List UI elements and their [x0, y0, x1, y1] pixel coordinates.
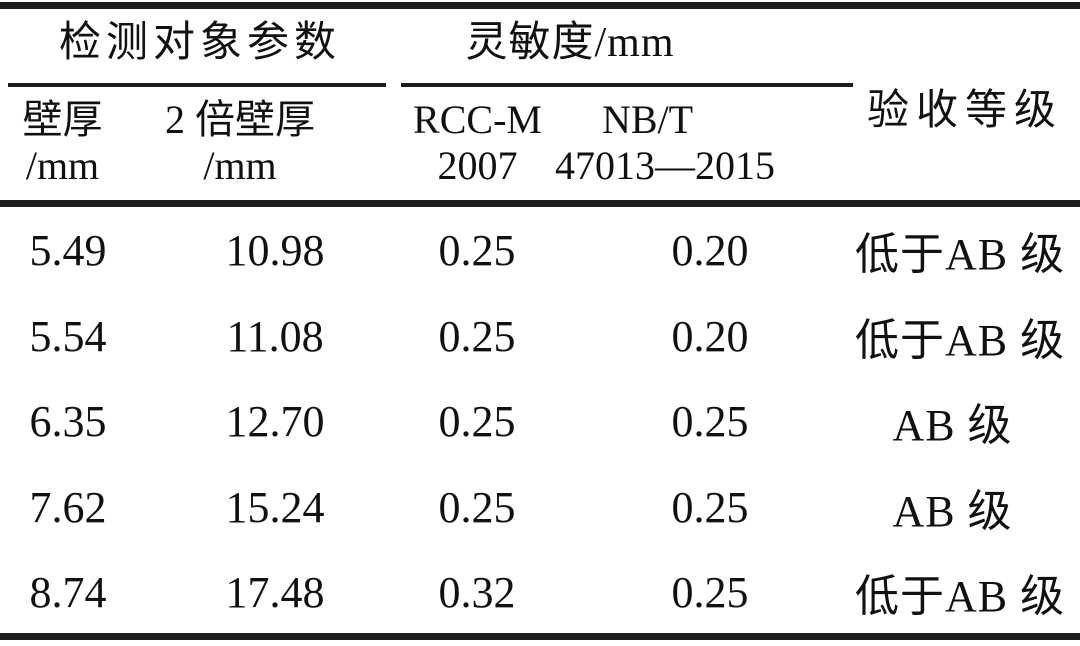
cell-rccm-sensitivity: 0.32: [438, 567, 516, 617]
cell-acceptance-grade: AB 级: [892, 487, 1013, 536]
nbt-standard-name: NB/T: [601, 97, 694, 142]
table-row: 5.54 11.08 0.25 0.20 低于AB 级: [0, 293, 1080, 379]
rccm-standard-year: 2007: [437, 143, 518, 188]
table-row: 8.74 17.48 0.32 0.25 低于AB 级: [0, 549, 1080, 635]
column-header-acceptance-grade: 验收等级: [866, 88, 1063, 134]
cell-rccm-sensitivity: 0.25: [438, 225, 516, 275]
params-group-underline: [8, 83, 386, 87]
group-header-detection-params: 检测对象参数: [58, 20, 341, 66]
double-wall-thickness-label: 2 倍壁厚: [165, 97, 315, 142]
column-header-nbt-47013: NB/T 47013—2015: [555, 97, 775, 189]
sensitivity-group-underline: [401, 83, 853, 87]
table-top-rule: [0, 2, 1080, 9]
rccm-standard-name: RCC-M: [413, 97, 542, 142]
header-body-separator-rule: [0, 200, 1080, 207]
cell-nbt-sensitivity: 0.25: [671, 567, 749, 617]
group-header-sensitivity: 灵敏度/mm: [465, 20, 675, 66]
cell-wall-thickness: 5.49: [29, 225, 107, 275]
cell-acceptance-grade: 低于AB 级: [855, 572, 1066, 621]
cell-acceptance-grade: AB 级: [892, 401, 1013, 450]
cell-nbt-sensitivity: 0.20: [671, 311, 749, 361]
cell-wall-thickness: 8.74: [29, 567, 107, 617]
wall-thickness-label: 壁厚: [22, 97, 103, 142]
double-wall-thickness-unit: /mm: [203, 143, 277, 188]
table-row: 7.62 15.24 0.25 0.25 AB 级: [0, 464, 1080, 550]
table-row: 6.35 12.70 0.25 0.25 AB 级: [0, 378, 1080, 464]
cell-acceptance-grade: 低于AB 级: [855, 230, 1066, 279]
nbt-standard-number: 47013—2015: [555, 143, 775, 188]
cell-rccm-sensitivity: 0.25: [438, 396, 516, 446]
wall-thickness-unit: /mm: [25, 143, 100, 188]
cell-wall-thickness: 6.35: [29, 396, 107, 446]
cell-acceptance-grade: 低于AB 级: [855, 316, 1066, 365]
cell-nbt-sensitivity: 0.20: [671, 225, 749, 275]
cell-double-wall-thickness: 17.48: [225, 567, 325, 617]
cell-double-wall-thickness: 11.08: [226, 311, 324, 361]
cell-double-wall-thickness: 12.70: [225, 396, 325, 446]
cell-nbt-sensitivity: 0.25: [671, 396, 749, 446]
cell-wall-thickness: 5.54: [29, 311, 107, 361]
cell-wall-thickness: 7.62: [29, 482, 107, 532]
cell-nbt-sensitivity: 0.25: [671, 482, 749, 532]
cell-double-wall-thickness: 10.98: [225, 225, 325, 275]
cell-rccm-sensitivity: 0.25: [438, 482, 516, 532]
cell-double-wall-thickness: 15.24: [225, 482, 325, 532]
column-header-rccm-2007: RCC-M 2007: [400, 97, 555, 189]
column-header-wall-thickness: 壁厚 /mm: [0, 97, 125, 189]
table-row: 5.49 10.98 0.25 0.20 低于AB 级: [0, 207, 1080, 293]
column-header-double-wall-thickness: 2 倍壁厚 /mm: [150, 97, 330, 189]
table-bottom-rule: [0, 633, 1080, 640]
cell-rccm-sensitivity: 0.25: [438, 311, 516, 361]
